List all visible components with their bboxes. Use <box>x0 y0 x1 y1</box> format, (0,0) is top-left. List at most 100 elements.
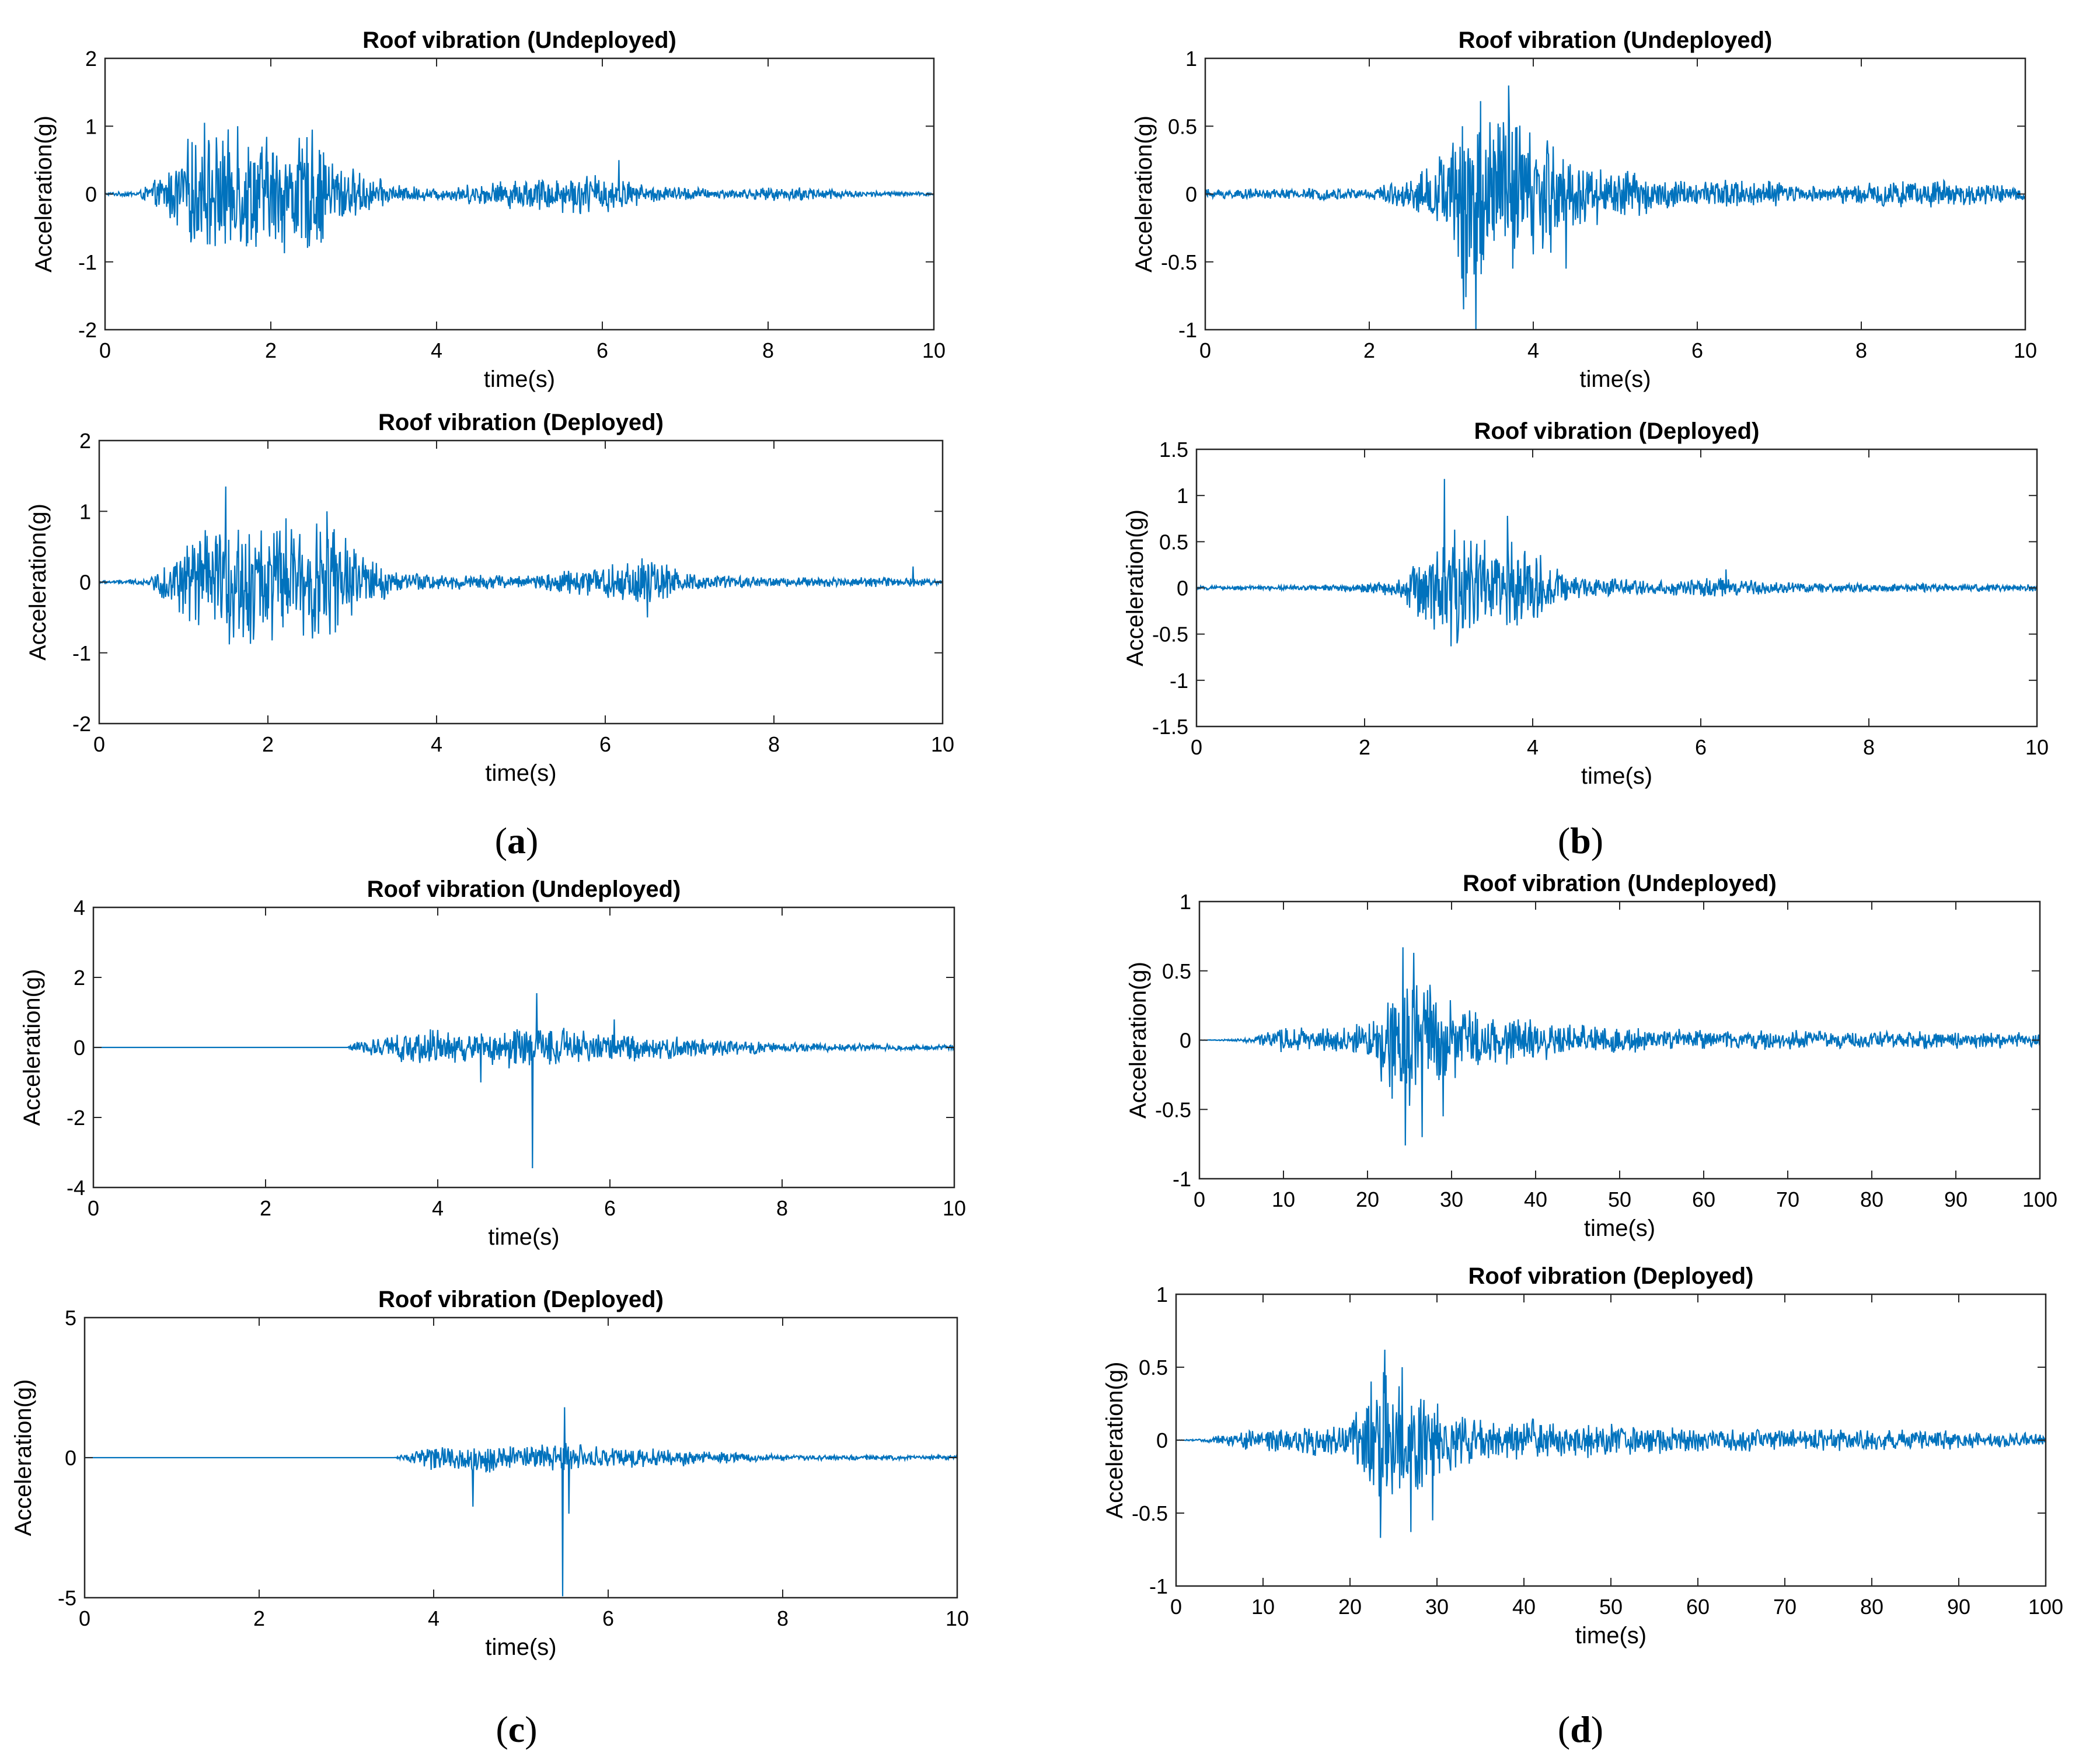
chart-title: Roof vibration (Deployed) <box>378 1287 664 1312</box>
y-tick-label: -2 <box>67 1106 85 1130</box>
x-tick-label: 10 <box>1272 1187 1295 1211</box>
x-tick-label: 0 <box>1199 338 1211 362</box>
x-tick-label: 80 <box>1860 1187 1883 1211</box>
x-tick-label: 20 <box>1338 1595 1362 1619</box>
panel-label-a: (a) <box>495 820 539 861</box>
x-tick-label: 100 <box>2022 1187 2057 1211</box>
y-tick-label: -2 <box>72 712 91 736</box>
y-tick-label: -2 <box>78 318 97 342</box>
x-axis-label: time(s) <box>485 760 556 786</box>
signal-trace-c-undeployed <box>93 993 954 1169</box>
signal-trace-a-undeployed <box>105 123 934 254</box>
x-axis-label: time(s) <box>1584 1215 1655 1241</box>
x-tick-label: 6 <box>597 338 608 362</box>
signal-trace-a-deployed <box>99 486 943 645</box>
y-tick-label: -0.5 <box>1132 1501 1168 1525</box>
panel-label-c: (c) <box>496 1709 537 1750</box>
x-tick-label: 6 <box>604 1196 616 1220</box>
y-tick-label: 0 <box>65 1446 76 1470</box>
chart-b-undeployed: 0 2 4 6 8 10 -1 -0.5 0 0.5 1 Roof vibration (Undepl… <box>1131 27 2037 392</box>
chart-d-deployed: 0 10 20 30 40 50 60 70 80 90 100 -1 -0.5 0 0.5 1 Roof vi… <box>1102 1263 2063 1648</box>
x-tick-label: 4 <box>432 1196 444 1220</box>
chart-title: Roof vibration (Undeployed) <box>1463 871 1777 896</box>
panel-label-d: (d) <box>1558 1709 1603 1750</box>
y-tick-label: -4 <box>67 1176 85 1200</box>
x-tick-label: 8 <box>776 1196 788 1220</box>
signal-trace-b-undeployed <box>1205 85 2025 330</box>
y-tick-label: 1 <box>85 114 97 138</box>
y-tick-label: -0.5 <box>1155 1098 1191 1122</box>
signal-trace-d-deployed <box>1176 1349 2046 1538</box>
panel-label-b: (b) <box>1558 820 1603 861</box>
y-tick-label: 0 <box>1156 1428 1168 1452</box>
y-tick-label: 2 <box>79 429 91 453</box>
x-tick-label: 70 <box>1776 1187 1799 1211</box>
chart-c-undeployed: 0 2 4 6 8 10 -4 -2 0 2 4 Roof vibration (Undeployed… <box>19 876 966 1250</box>
x-tick-label: 50 <box>1599 1595 1623 1619</box>
y-tick-label: -1.5 <box>1152 715 1188 739</box>
x-tick-label: 2 <box>265 338 277 362</box>
x-axis-label: time(s) <box>485 1634 556 1660</box>
y-tick-label: -0.5 <box>1152 623 1188 647</box>
x-tick-label: 60 <box>1686 1595 1710 1619</box>
x-tick-label: 60 <box>1692 1187 1715 1211</box>
y-tick-label: 0 <box>85 183 97 207</box>
y-tick-label: 1.5 <box>1159 438 1188 462</box>
y-axis-label: Acceleration(g) <box>1125 962 1151 1119</box>
y-tick-label: 0.5 <box>1139 1356 1168 1379</box>
x-axis-label: time(s) <box>1581 763 1652 789</box>
x-axis-label: time(s) <box>1579 366 1651 392</box>
signal-trace-d-undeployed <box>1199 947 2040 1146</box>
x-tick-label: 0 <box>93 732 105 756</box>
y-tick-label: 0.5 <box>1159 530 1188 554</box>
y-tick-label: 0.5 <box>1162 959 1191 983</box>
x-tick-label: 8 <box>1863 735 1875 759</box>
y-tick-label: 1 <box>1177 484 1188 508</box>
y-axis-label: Acceleration(g) <box>19 969 45 1126</box>
x-tick-label: 4 <box>1527 735 1539 759</box>
x-axis-label: time(s) <box>488 1224 559 1250</box>
chart-a-deployed: 0 2 4 6 8 10 -2 -1 0 1 2 Roof vibration (Deployed) t… <box>25 410 954 786</box>
y-tick-label: -5 <box>58 1586 76 1610</box>
x-tick-label: 2 <box>260 1196 271 1220</box>
chart-title: Roof vibration (Undeployed) <box>367 876 681 902</box>
y-axis-label: Acceleration(g) <box>1122 509 1148 666</box>
y-tick-label: -1 <box>1178 318 1197 342</box>
chart-title: Roof vibration (Deployed) <box>1468 1263 1754 1289</box>
chart-title: Roof vibration (Undeployed) <box>1459 27 1773 53</box>
x-tick-label: 100 <box>2028 1595 2063 1619</box>
x-tick-label: 0 <box>1194 1187 1205 1211</box>
chart-title: Roof vibration (Deployed) <box>378 410 664 435</box>
x-tick-label: 50 <box>1608 1187 1631 1211</box>
x-tick-label: 10 <box>1251 1595 1275 1619</box>
y-tick-label: 5 <box>65 1306 76 1330</box>
y-tick-label: -1 <box>1149 1574 1168 1598</box>
chart-d-undeployed: 0 10 20 30 40 50 60 70 80 90 100 -1 -0.5 0 0.5 1 Roof vi… <box>1125 871 2057 1241</box>
chart-title: Roof vibration (Deployed) <box>1474 418 1760 444</box>
x-tick-label: 8 <box>1855 338 1867 362</box>
x-tick-label: 10 <box>931 732 954 756</box>
x-tick-label: 80 <box>1860 1595 1883 1619</box>
y-axis-label: Acceleration(g) <box>11 1379 36 1536</box>
x-tick-label: 0 <box>99 338 111 362</box>
y-tick-label: -0.5 <box>1161 250 1197 274</box>
x-axis-label: time(s) <box>1575 1623 1647 1648</box>
x-tick-label: 4 <box>1527 338 1539 362</box>
y-tick-label: -1 <box>1173 1167 1191 1191</box>
x-tick-label: 2 <box>1359 735 1370 759</box>
y-tick-label: 0 <box>1185 183 1197 207</box>
chart-a-undeployed: 0 2 4 6 8 10 -2 -1 0 1 2 Roof vibration (Undeployed… <box>31 27 946 392</box>
x-tick-label: 40 <box>1524 1187 1547 1211</box>
y-tick-label: 0 <box>1180 1029 1191 1053</box>
x-tick-label: 30 <box>1440 1187 1463 1211</box>
x-tick-label: 0 <box>1170 1595 1182 1619</box>
y-axis-label: Acceleration(g) <box>1131 116 1157 273</box>
x-tick-label: 0 <box>79 1606 90 1630</box>
y-tick-label: 2 <box>74 966 85 990</box>
y-tick-label: 1 <box>1185 47 1197 71</box>
x-tick-label: 30 <box>1425 1595 1449 1619</box>
x-axis-label: time(s) <box>484 366 555 392</box>
x-tick-label: 10 <box>2025 735 2049 759</box>
